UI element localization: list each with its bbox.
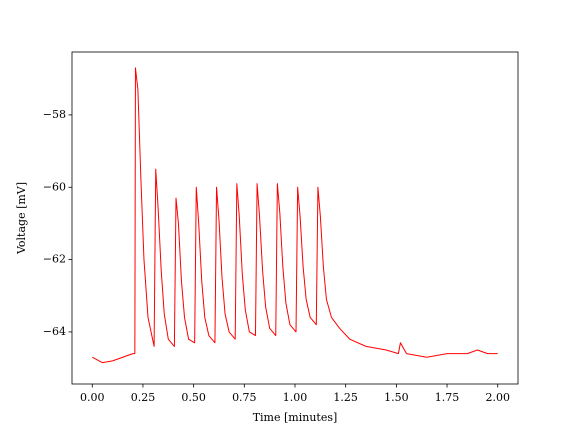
x-tick-label: 1.25 xyxy=(333,391,358,404)
x-tick-label: 1.50 xyxy=(384,391,409,404)
x-axis-label: Time [minutes] xyxy=(253,411,338,424)
y-axis-label: Voltage [mV] xyxy=(15,182,28,255)
x-tick-label: 0.75 xyxy=(232,391,257,404)
x-tick-label: 0.25 xyxy=(131,391,156,404)
y-tick-label: −60 xyxy=(43,180,66,193)
voltage-trace xyxy=(92,67,498,364)
plot-frame xyxy=(71,51,519,385)
x-tick-label: 1.75 xyxy=(435,391,460,404)
y-tick-label: −58 xyxy=(43,108,66,121)
x-tick-label: 0.00 xyxy=(80,391,105,404)
y-tick-label: −62 xyxy=(43,253,66,266)
x-tick-label: 0.50 xyxy=(181,391,206,404)
y-tick-label: −64 xyxy=(43,325,66,338)
x-tick-label: 2.00 xyxy=(485,391,510,404)
x-tick-label: 1.00 xyxy=(283,391,308,404)
